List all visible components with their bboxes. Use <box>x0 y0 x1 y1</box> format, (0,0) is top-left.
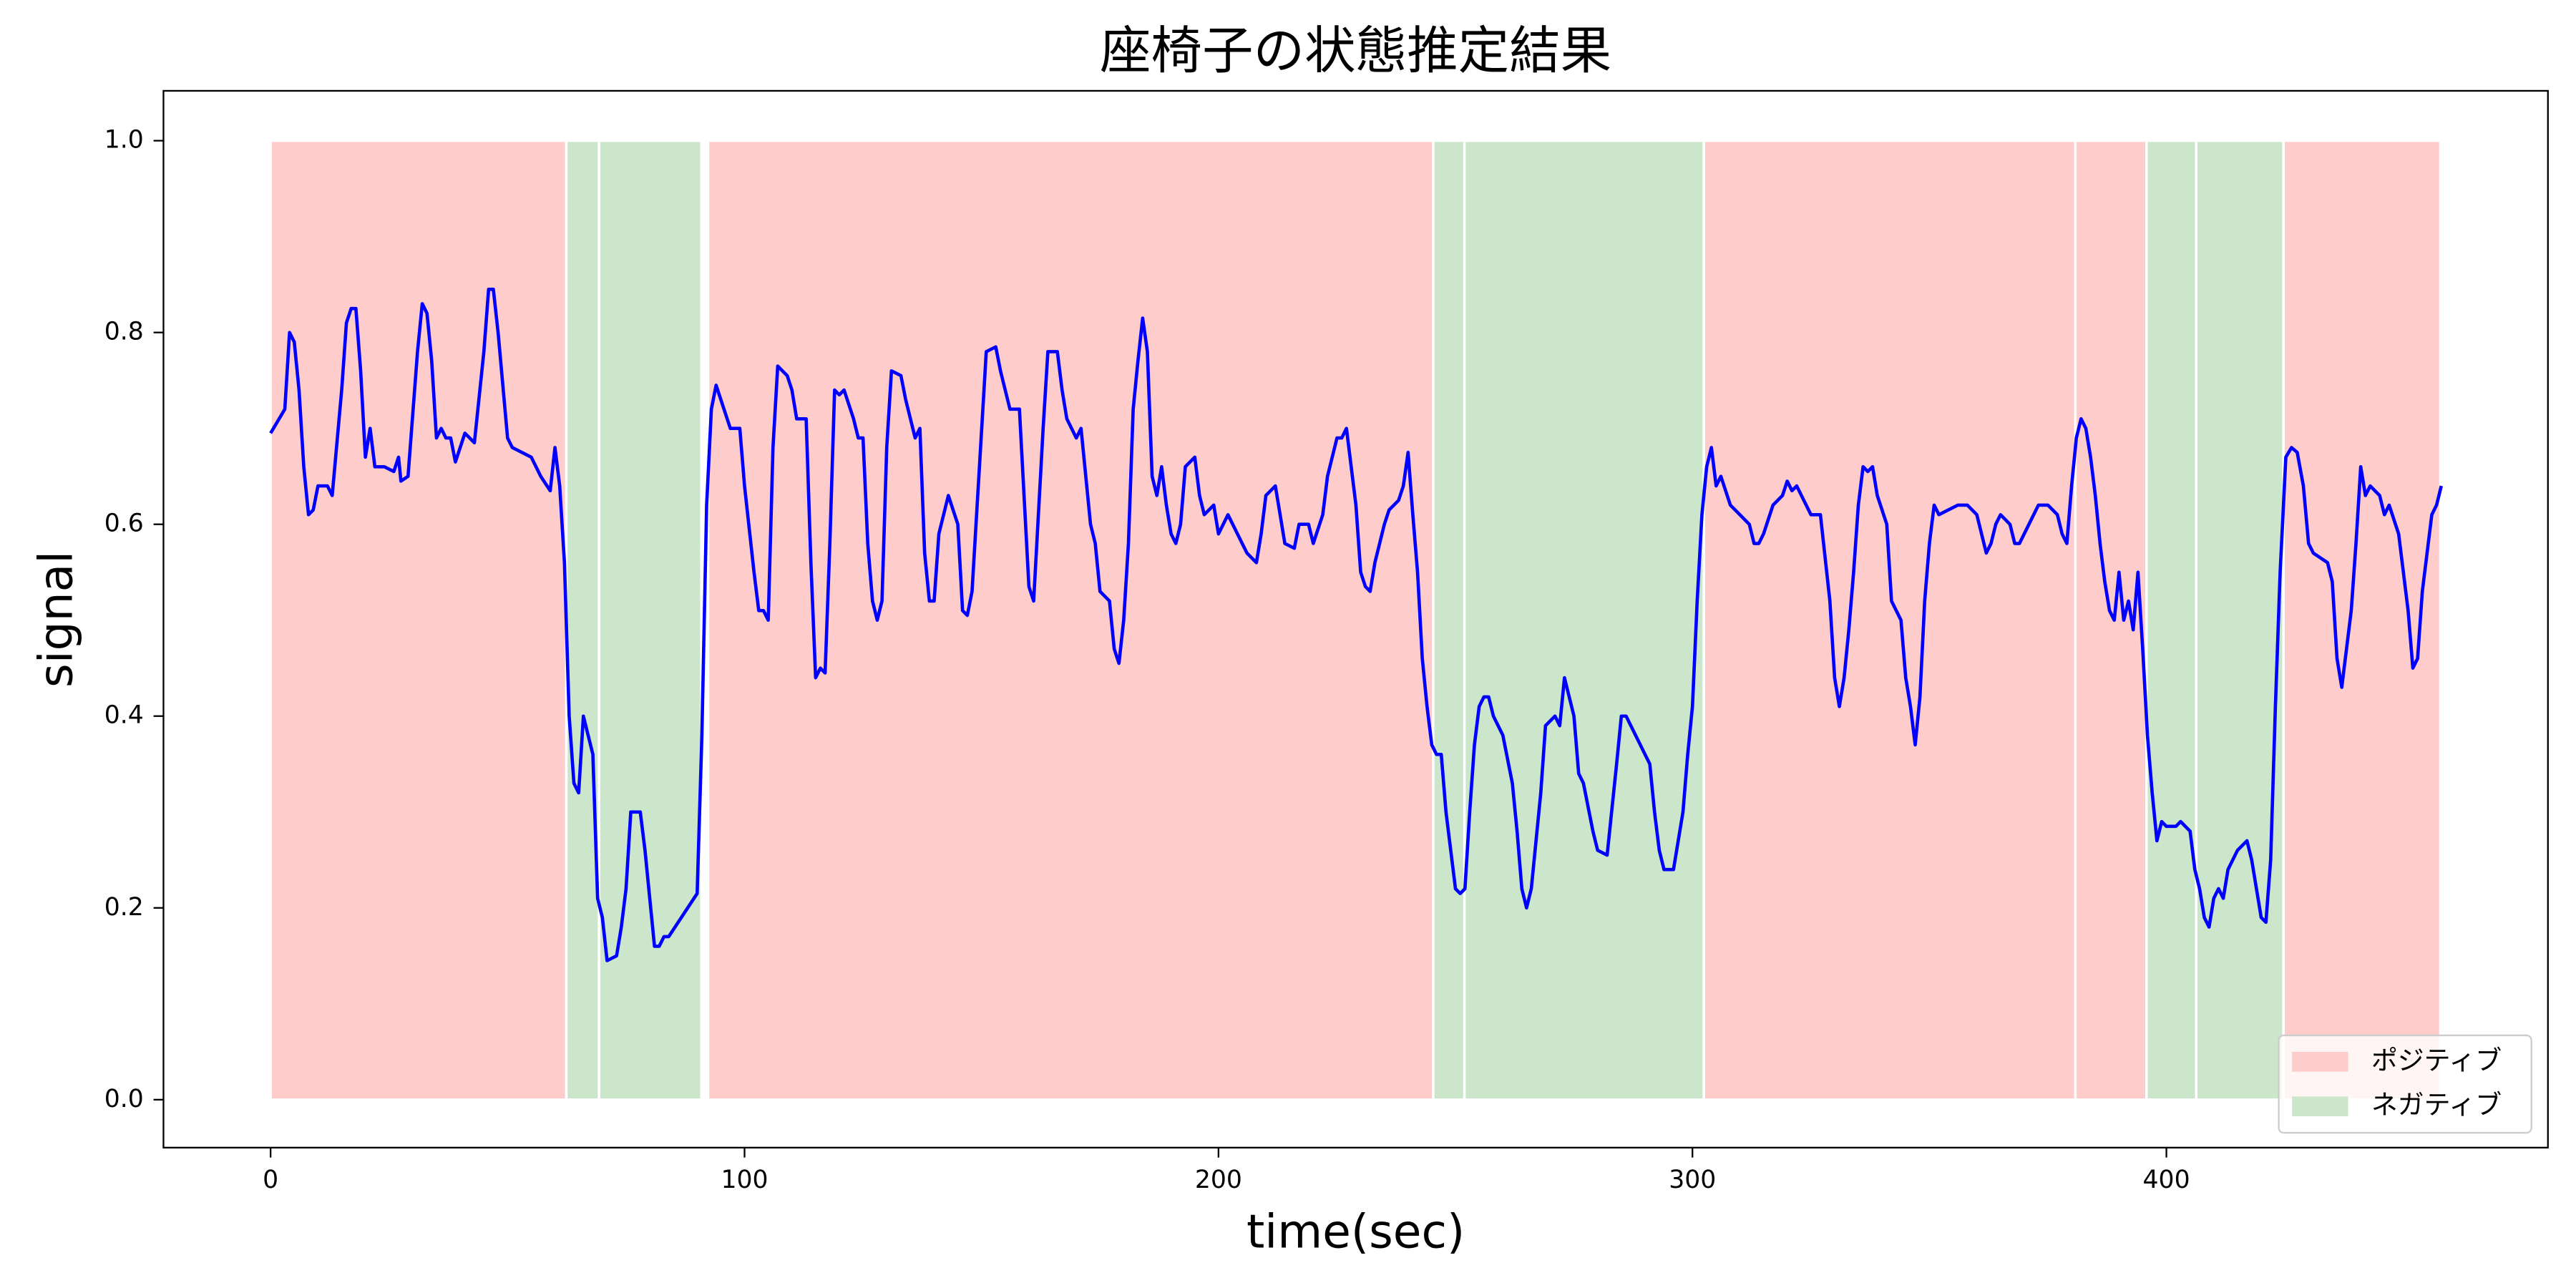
span <box>1432 139 1466 1101</box>
span <box>2145 139 2198 1101</box>
span <box>1702 139 2077 1101</box>
y-tick-label: 0.2 <box>104 893 144 922</box>
span <box>565 139 600 1101</box>
span <box>2195 139 2285 1101</box>
chart-title: 座椅子の状態推定結果 <box>1100 21 1611 81</box>
x-tick-label: 400 <box>2143 1166 2190 1194</box>
signal-line <box>269 288 2443 962</box>
span <box>1463 139 1705 1101</box>
legend-swatch <box>2292 1096 2348 1116</box>
span <box>706 139 1435 1101</box>
y-tick-label: 0.8 <box>104 318 144 346</box>
legend-label: ポジティブ <box>2371 1045 2502 1075</box>
x-axis-label: time(sec) <box>1246 1206 1465 1259</box>
plot-frame <box>162 89 2549 1148</box>
span <box>2282 139 2442 1101</box>
y-tick-label: 0.6 <box>104 509 144 538</box>
legend-swatch <box>2292 1052 2348 1072</box>
x-tick-label: 200 <box>1195 1166 1242 1194</box>
legend-label: ネガティブ <box>2371 1090 2502 1121</box>
y-tick-label: 0.4 <box>104 701 144 730</box>
y-axis-label: signal <box>30 551 84 688</box>
x-tick-label: 100 <box>721 1166 768 1194</box>
span <box>597 139 703 1101</box>
span <box>269 139 568 1101</box>
span <box>2074 139 2148 1101</box>
x-tick-label: 0 <box>263 1166 278 1194</box>
y-tick-label: 0.0 <box>104 1085 144 1113</box>
y-tick-label: 1.0 <box>104 126 144 155</box>
x-tick-label: 300 <box>1669 1166 1716 1194</box>
